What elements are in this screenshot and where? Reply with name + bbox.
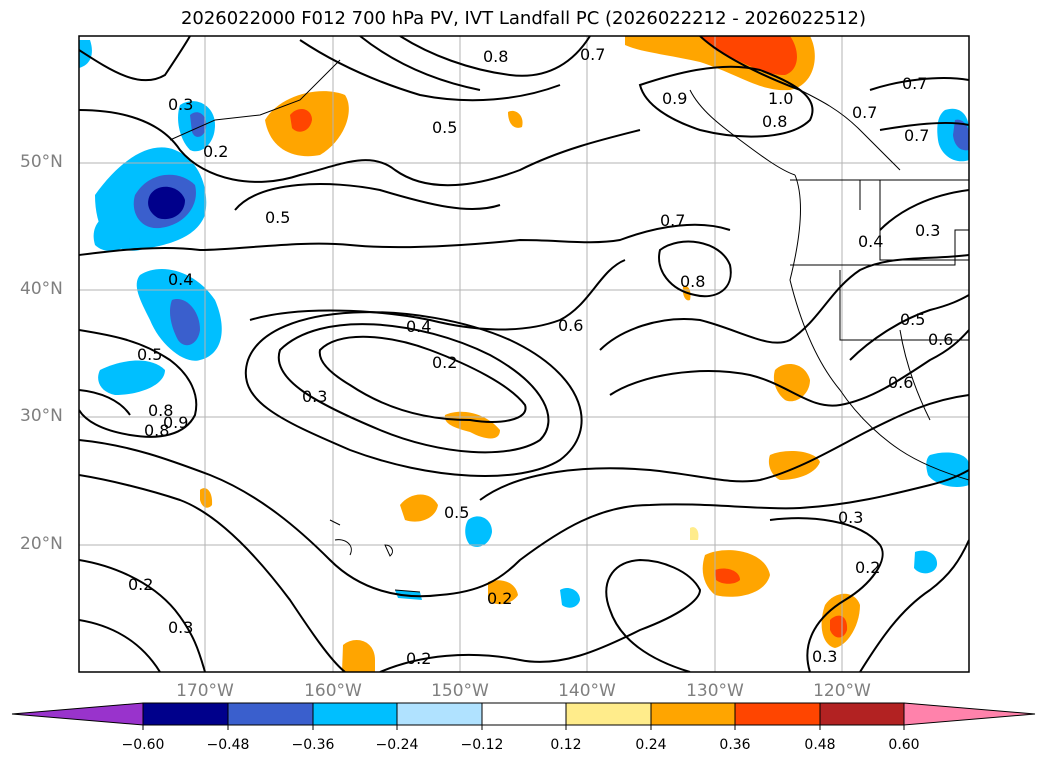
contour-label: 0.2 — [487, 589, 512, 608]
coastlines — [169, 59, 969, 593]
pos-region-oregon — [773, 364, 810, 402]
colorbar-tick-label: −0.24 — [375, 737, 419, 753]
negative-anomaly-shading — [79, 40, 969, 608]
neg-region-north-core — [190, 112, 207, 137]
contour-label: 0.8 — [144, 421, 169, 440]
contour-labels: 0.8 0.7 0.9 1.0 0.8 0.7 0.7 0.7 0.3 0.2 … — [128, 45, 953, 668]
colorbar-bin — [227, 702, 314, 726]
colorbar-bin — [142, 702, 229, 726]
pos-region-central — [444, 411, 500, 439]
colorbar — [11, 702, 1036, 730]
colorbar-tick-label: −0.12 — [460, 737, 504, 753]
contour-label: 0.7 — [660, 211, 685, 230]
contour-label: 0.3 — [812, 647, 837, 666]
colorbar-bin — [396, 702, 483, 726]
contour-label: 0.3 — [302, 387, 327, 406]
contour-label: 0.9 — [662, 89, 687, 108]
contour-label: 0.3 — [915, 221, 940, 240]
contour-label: 0.4 — [858, 232, 883, 251]
pos-region-south1 — [342, 640, 375, 672]
contour-label: 0.7 — [904, 126, 929, 145]
contour-label: 0.9 — [163, 413, 188, 432]
pos-region-west-small — [200, 488, 213, 508]
colorbar-min-extension — [11, 702, 144, 726]
lat-label: 50°N — [20, 152, 63, 172]
colorbar-tick-label: 0.36 — [719, 737, 751, 753]
pos-region-small-n — [508, 110, 523, 128]
lon-label: 150°W — [431, 681, 489, 701]
contour-label: 0.3 — [168, 95, 193, 114]
map-background — [79, 36, 969, 672]
colorbar-tick-label: −0.36 — [291, 737, 335, 753]
neg-region-ne-core — [953, 119, 969, 151]
lon-label: 120°W — [813, 681, 871, 701]
colorbar-tick-label: 0.48 — [804, 737, 836, 753]
neg-region-small2 — [914, 550, 938, 574]
contour-label: 0.5 — [432, 118, 457, 137]
neg-region-nw — [93, 218, 130, 252]
contour-label: 0.3 — [838, 508, 863, 527]
pos-region-bering-core — [290, 108, 312, 132]
contour-label: 0.7 — [852, 103, 877, 122]
colorbar-bin — [734, 702, 821, 726]
lon-label: 130°W — [686, 681, 744, 701]
contour-label: 0.4 — [406, 317, 431, 336]
neg-region-west-core — [170, 299, 200, 346]
contour-label: 0.4 — [168, 270, 193, 289]
contour-label: 0.2 — [128, 575, 153, 594]
pos-region-tiny2 — [690, 527, 699, 540]
contour-label: 0.8 — [148, 401, 173, 420]
contour-label: 0.2 — [406, 649, 431, 668]
contour-label: 0.2 — [855, 558, 880, 577]
contour-label: 1.0 — [768, 89, 793, 108]
contour-label: 0.7 — [902, 74, 927, 93]
contour-label: 0.5 — [137, 345, 162, 364]
contour-label: 0.8 — [762, 112, 787, 131]
colorbar-tick-label: 0.60 — [888, 737, 920, 753]
pos-region-bc-core — [700, 36, 797, 75]
graticule — [79, 36, 969, 672]
contour-label: 0.6 — [888, 373, 913, 392]
colorbar-tick-label: 0.12 — [550, 737, 582, 753]
neg-region-aleutian-max — [148, 186, 185, 220]
pos-region-hawaii-n — [400, 494, 438, 522]
lat-label: 30°N — [20, 406, 63, 426]
contour-label: 0.5 — [900, 310, 925, 329]
map-frame — [78, 35, 970, 673]
contour-label: 0.6 — [558, 316, 583, 335]
contour-label: 0.5 — [265, 208, 290, 227]
contour-label: 0.2 — [203, 142, 228, 161]
neg-region-baja — [926, 452, 969, 487]
colorbar-tick-label: 0.24 — [635, 737, 667, 753]
colorbar-bin — [312, 702, 398, 726]
colorbar-tick-label: −0.60 — [121, 737, 165, 753]
contour-label: 0.7 — [580, 45, 605, 64]
neg-region-west2 — [98, 360, 165, 395]
lat-label: 40°N — [20, 279, 63, 299]
colorbar-tick-label: −0.48 — [206, 737, 250, 753]
contour-label: 0.8 — [680, 272, 705, 291]
plot-title: 2026022000 F012 700 hPa PV, IVT Landfall… — [180, 8, 867, 29]
lon-label: 140°W — [558, 681, 616, 701]
colorbar-bin — [819, 702, 905, 726]
lat-label: 20°N — [20, 534, 63, 554]
colorbar-bin — [650, 702, 736, 726]
colorbar-bin — [481, 702, 567, 726]
colorbar-bin — [565, 702, 652, 726]
pos-region-south2 — [488, 580, 518, 605]
contour-label: 0.2 — [432, 353, 457, 372]
colorbar-max-extension — [903, 702, 1036, 726]
neg-region-small1 — [560, 588, 580, 608]
pv-contours — [79, 36, 969, 672]
contour-label: 0.3 — [168, 618, 193, 637]
pos-region-se-core — [830, 615, 848, 638]
contour-label: 0.5 — [444, 503, 469, 522]
contour-label: 0.8 — [483, 47, 508, 66]
neg-region-hawaii — [465, 516, 492, 547]
lon-label: 160°W — [304, 681, 362, 701]
contour-label: 0.6 — [928, 330, 953, 349]
lon-label: 170°W — [176, 681, 234, 701]
pos-region-sub-core — [715, 568, 740, 584]
